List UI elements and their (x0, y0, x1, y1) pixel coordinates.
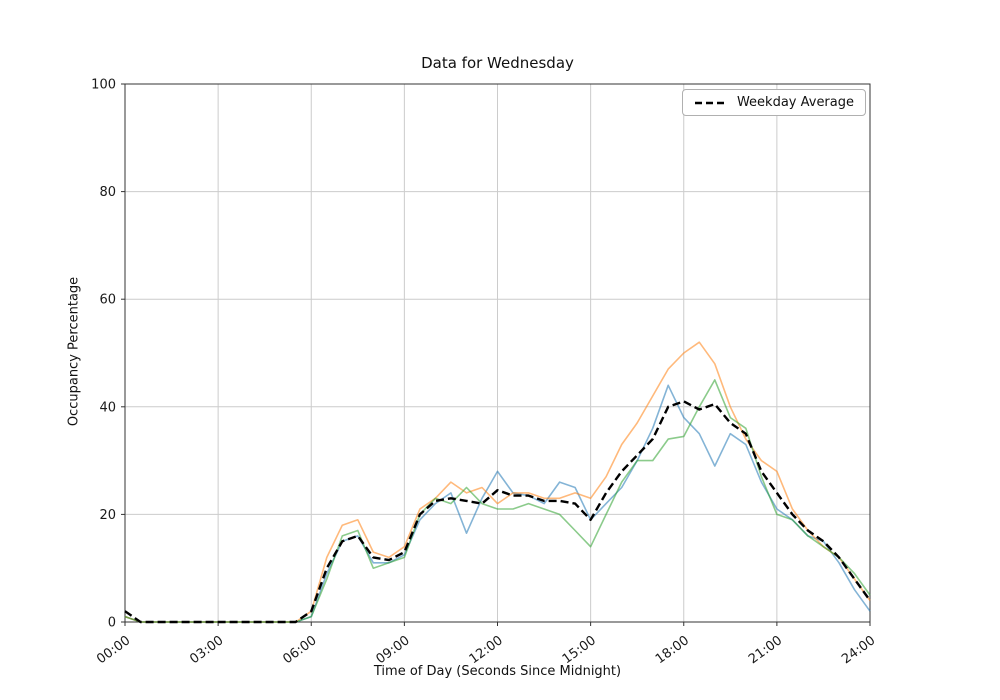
y-tick-label: 100 (91, 78, 116, 93)
y-axis-label: Occupancy Percentage (66, 276, 82, 427)
y-tick-label: 20 (99, 508, 116, 523)
x-tick-label: 18:00 (653, 633, 692, 667)
series-line-weekday-average (124, 400, 871, 624)
dashed-line-icon (694, 101, 727, 104)
x-tick-label: 00:00 (94, 633, 133, 667)
x-tick-label: 12:00 (467, 633, 506, 667)
y-tick-label: 80 (99, 185, 116, 200)
x-tick-label: 09:00 (374, 633, 413, 667)
x-tick-label: 21:00 (746, 633, 785, 667)
legend: Weekday Average (681, 89, 866, 116)
chart-title: Data for Wednesday (421, 54, 574, 72)
y-tick-label: 0 (108, 616, 116, 631)
y-tick-label: 40 (99, 400, 116, 415)
legend-label: Weekday Average (736, 95, 854, 110)
x-tick-label: 06:00 (280, 633, 319, 667)
y-tick-label: 60 (99, 293, 116, 308)
x-tick-label: 03:00 (187, 633, 226, 667)
x-axis-label: Time of Day (Seconds Since Midnight) (373, 664, 622, 679)
x-tick-label: 15:00 (560, 633, 599, 667)
x-tick-label: 24:00 (839, 633, 878, 667)
